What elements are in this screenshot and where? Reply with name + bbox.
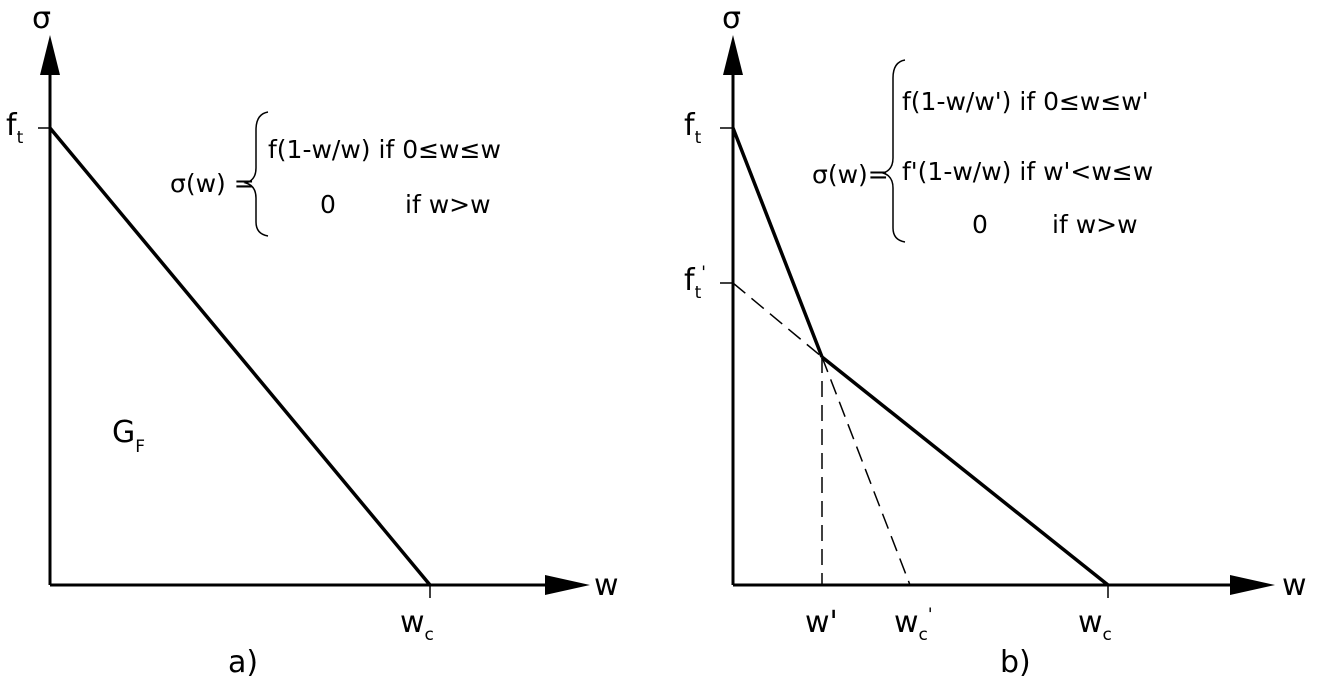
panel-a-equation-brace (243, 111, 269, 237)
panel-b-shallow-segment (820, 355, 1110, 587)
panel-b-equation-line3-cond: if w>w (1052, 210, 1138, 239)
panel-b-ftp-label: ft' (684, 263, 706, 303)
panel-a-equation-line2-value: 0 (320, 190, 336, 219)
panel-b-equation-line1: f(1-w/w') if 0≤w≤w' (902, 87, 1149, 116)
panel-b-x-axis-label: w (1282, 568, 1307, 603)
panel-a-equation-line1: f(1-w/w) if 0≤w≤w (268, 135, 501, 164)
panel-a-equation-line2-cond: if w>w (405, 190, 491, 219)
panel-a-x-arrowhead (545, 575, 590, 595)
panel-a-equation-lhs: σ(w) = (170, 169, 255, 198)
panel-b-caption: b) (1000, 645, 1031, 680)
panel-b-y-axis-label: σ (722, 1, 741, 36)
panel-b-wc-label: wc (1078, 605, 1112, 645)
panel-b-equation-line3-value: 0 (972, 210, 988, 239)
panel-b-ft-label: ft (684, 108, 702, 148)
panel-a-x-axis-label: w (594, 568, 619, 603)
panel-a: σ w ft wc GF σ(w) = f(1-w/w) if 0≤w≤w 0 … (6, 1, 619, 680)
panel-b: σ w ft ft' w' wc' wc σ(w)= f(1-w/w') if … (684, 1, 1307, 680)
panel-a-y-arrowhead (40, 35, 60, 75)
panel-a-softening-line (48, 126, 432, 587)
panel-a-ft-label: ft (6, 108, 24, 148)
panel-b-equation-line2: f'(1-w/w) if w'<w≤w (902, 157, 1153, 186)
panel-b-steep-segment (731, 127, 824, 358)
panel-b-x-arrowhead (1230, 575, 1275, 595)
panel-a-y-axis-label: σ (32, 1, 51, 36)
panel-a-wc-label: wc (400, 605, 434, 645)
panel-b-y-arrowhead (723, 35, 743, 75)
panel-b-wp-label: w' (805, 605, 838, 640)
panel-a-caption: a) (228, 645, 258, 680)
panel-a-area-label: GF (112, 415, 145, 457)
panel-b-wcp-label: wc' (894, 605, 933, 645)
panel-b-equation-brace (880, 59, 906, 243)
panel-b-dashed-wcp-extension (821, 356, 911, 586)
panel-b-dashed-ftp-extension (732, 282, 823, 358)
panel-b-equation-lhs: σ(w)= (812, 160, 889, 189)
